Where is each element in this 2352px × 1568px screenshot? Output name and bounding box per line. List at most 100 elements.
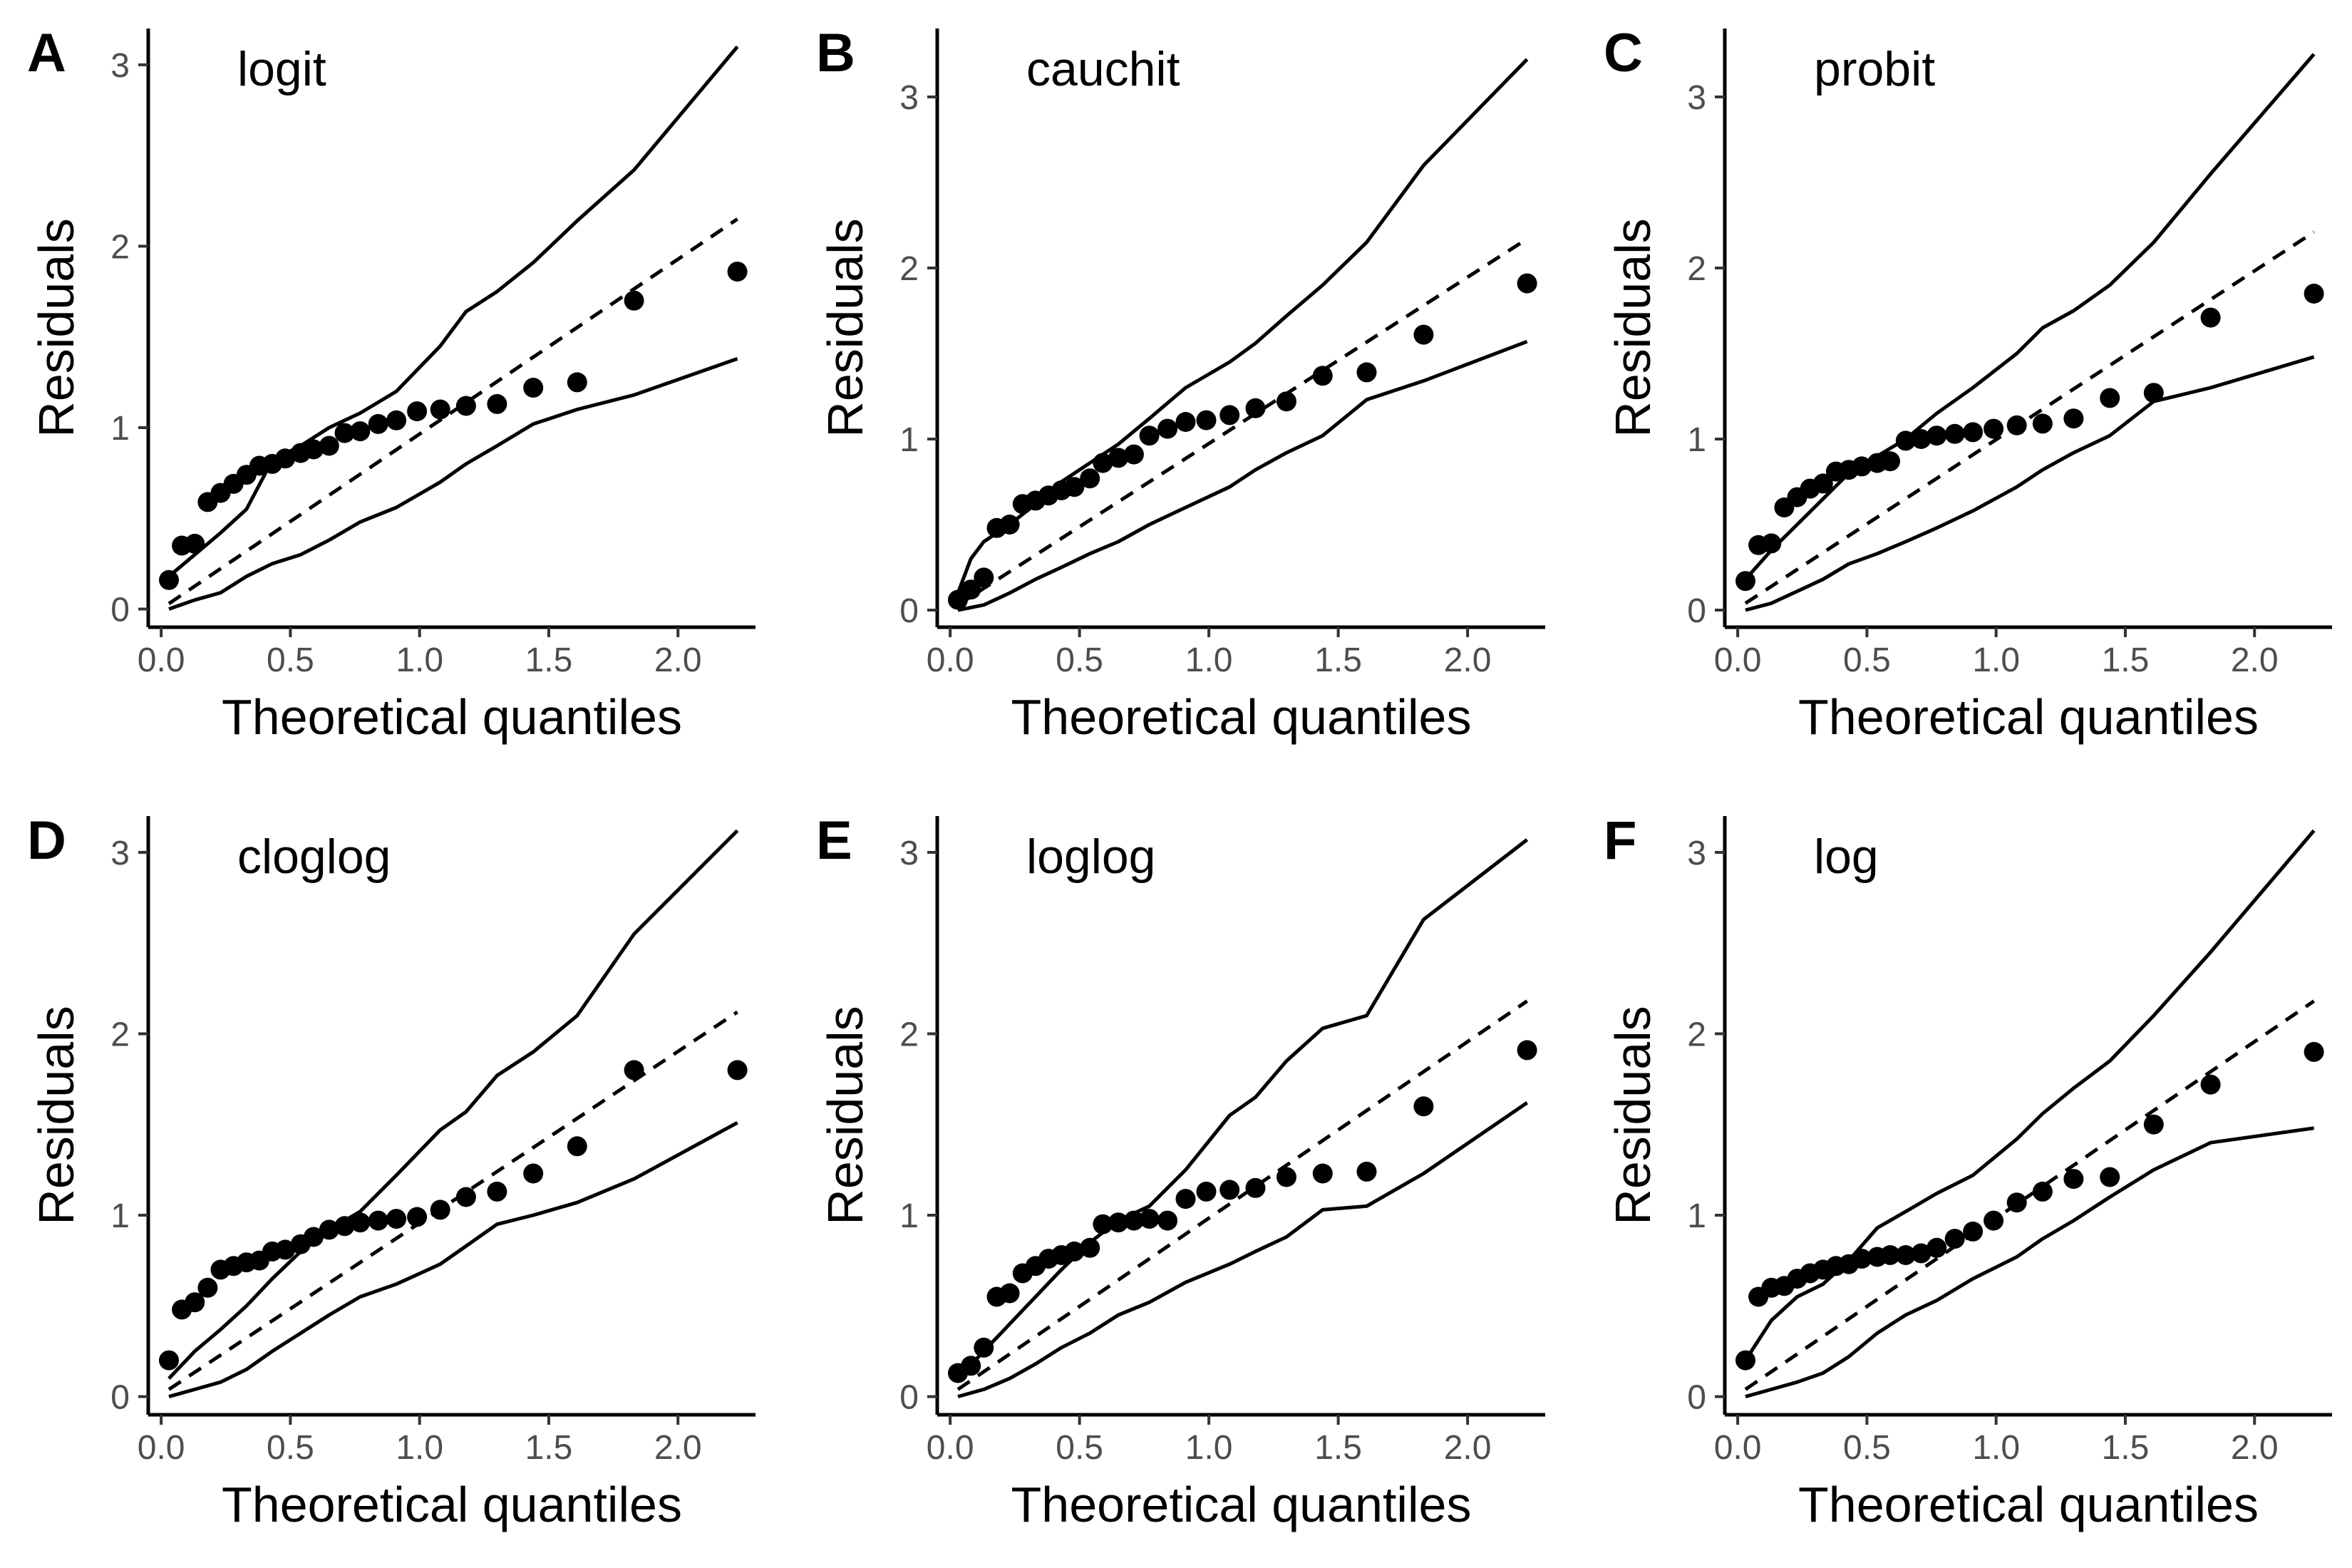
- x-axis-title: Theoretical quantiles: [1011, 689, 1472, 745]
- x-tick-label: 0.0: [1714, 641, 1762, 679]
- y-tick-label: 0: [899, 1379, 919, 1417]
- data-point: [1984, 1210, 2004, 1231]
- data-point: [1064, 1241, 1085, 1262]
- x-tick-label: 2.0: [2231, 1429, 2279, 1467]
- data-point: [624, 290, 644, 311]
- data-point: [1276, 391, 1296, 412]
- data-point: [961, 579, 981, 600]
- data-point: [1963, 422, 1984, 443]
- data-point: [1944, 423, 1965, 444]
- data-point: [386, 1209, 407, 1229]
- y-tick-label: 0: [110, 1379, 130, 1417]
- data-point: [430, 399, 450, 420]
- x-tick-label: 1.0: [1972, 1429, 2020, 1467]
- panel-letter: B: [816, 23, 855, 83]
- data-point: [2100, 1167, 2120, 1187]
- data-point: [1852, 1249, 1872, 1269]
- reference-line: [167, 217, 739, 605]
- y-axis-title: Residuals: [29, 1006, 84, 1224]
- x-tick-label: 0.0: [138, 641, 185, 679]
- lower-envelope-line: [957, 1101, 1529, 1398]
- data-point: [1880, 451, 1900, 472]
- panel-a: 0.0 0.5 1.0 1.5 2.0 0 1 2 3 Theoretical quantiles…: [27, 23, 755, 745]
- y-axis-title: Residuals: [1605, 218, 1661, 437]
- data-point: [2304, 1041, 2324, 1062]
- data-point: [1108, 1212, 1129, 1233]
- data-point: [1356, 362, 1377, 383]
- data-point: [1895, 1245, 1916, 1265]
- data-point: [1356, 1161, 1377, 1182]
- panel-c: 0.0 0.5 1.0 1.5 2.0 0 1 2 3 Theoretical quantiles…: [1604, 23, 2332, 745]
- x-tick-label: 1.0: [1972, 641, 2020, 679]
- upper-envelope-line: [956, 58, 1529, 594]
- upper-envelope-line: [1744, 53, 2316, 581]
- data-point: [1196, 1181, 1217, 1202]
- data-point: [159, 1350, 179, 1371]
- data-point: [1157, 1210, 1178, 1231]
- data-point: [1245, 398, 1266, 418]
- x-tick-label: 0.5: [1056, 641, 1103, 679]
- y-tick-label: 1: [1687, 421, 1706, 459]
- data-point: [1963, 1221, 1984, 1242]
- x-tick-label: 1.5: [525, 1429, 573, 1467]
- data-point: [1139, 1209, 1160, 1229]
- data-point: [2032, 413, 2053, 434]
- data-point: [2063, 408, 2084, 429]
- data-point: [1219, 405, 1240, 425]
- data-point: [386, 410, 407, 430]
- data-point: [455, 1187, 476, 1207]
- y-tick-label: 1: [899, 1197, 919, 1235]
- upper-envelope-line: [1743, 829, 2316, 1361]
- data-point: [2304, 284, 2324, 304]
- data-point: [185, 1292, 205, 1313]
- x-tick-label: 0.0: [927, 641, 974, 679]
- data-point: [1927, 1237, 1947, 1258]
- data-point: [1219, 1180, 1240, 1200]
- data-point: [197, 1277, 218, 1298]
- data-point: [2006, 415, 2027, 435]
- x-tick-label: 1.5: [1314, 1429, 1362, 1467]
- upper-envelope-line: [167, 829, 739, 1380]
- x-axis-title: Theoretical quantiles: [1798, 689, 2259, 745]
- data-point: [1911, 429, 1931, 449]
- x-tick-label: 1.5: [525, 641, 573, 679]
- x-tick-label: 1.0: [1185, 1429, 1233, 1467]
- data-point: [1852, 456, 1872, 477]
- data-point: [275, 448, 296, 469]
- x-tick-label: 2.0: [1444, 1429, 1492, 1467]
- x-tick-label: 0.5: [267, 641, 314, 679]
- data-point: [999, 1283, 1020, 1304]
- y-tick-label: 3: [1687, 79, 1706, 117]
- data-point: [1812, 473, 1833, 494]
- data-point: [1093, 453, 1113, 473]
- data-point: [2200, 1074, 2221, 1095]
- upper-envelope-line: [167, 45, 739, 578]
- data-point: [1064, 477, 1085, 497]
- x-axis-title: Theoretical quantiles: [1011, 1477, 1472, 1532]
- data-point: [487, 393, 507, 414]
- x-tick-label: 2.0: [1444, 641, 1492, 679]
- reference-line: [167, 1010, 738, 1391]
- data-point: [624, 1060, 644, 1080]
- data-point: [334, 1216, 355, 1237]
- x-tick-label: 1.5: [2102, 1429, 2150, 1467]
- data-point: [523, 378, 544, 398]
- data-point: [1895, 430, 1916, 451]
- data-point: [2143, 1114, 2164, 1135]
- data-point: [1413, 324, 1434, 345]
- y-tick-label: 2: [899, 250, 919, 288]
- panel-f: 0.0 0.5 1.0 1.5 2.0 0 1 2 3 Theoretical quantiles…: [1604, 810, 2332, 1532]
- reference-line: [956, 999, 1529, 1391]
- x-tick-label: 0.5: [1843, 1429, 1891, 1467]
- data-point: [1245, 1177, 1266, 1198]
- data-point: [1735, 1350, 1755, 1371]
- y-tick-label: 2: [110, 1016, 130, 1053]
- data-point: [1196, 410, 1217, 430]
- data-point: [1093, 1214, 1113, 1234]
- data-point: [1157, 418, 1178, 439]
- panel-letter: E: [816, 810, 852, 871]
- x-tick-label: 2.0: [654, 1429, 702, 1467]
- x-axis-title: Theoretical quantiles: [222, 1477, 682, 1532]
- y-tick-label: 3: [110, 835, 130, 872]
- lower-envelope-line: [1745, 1126, 2314, 1398]
